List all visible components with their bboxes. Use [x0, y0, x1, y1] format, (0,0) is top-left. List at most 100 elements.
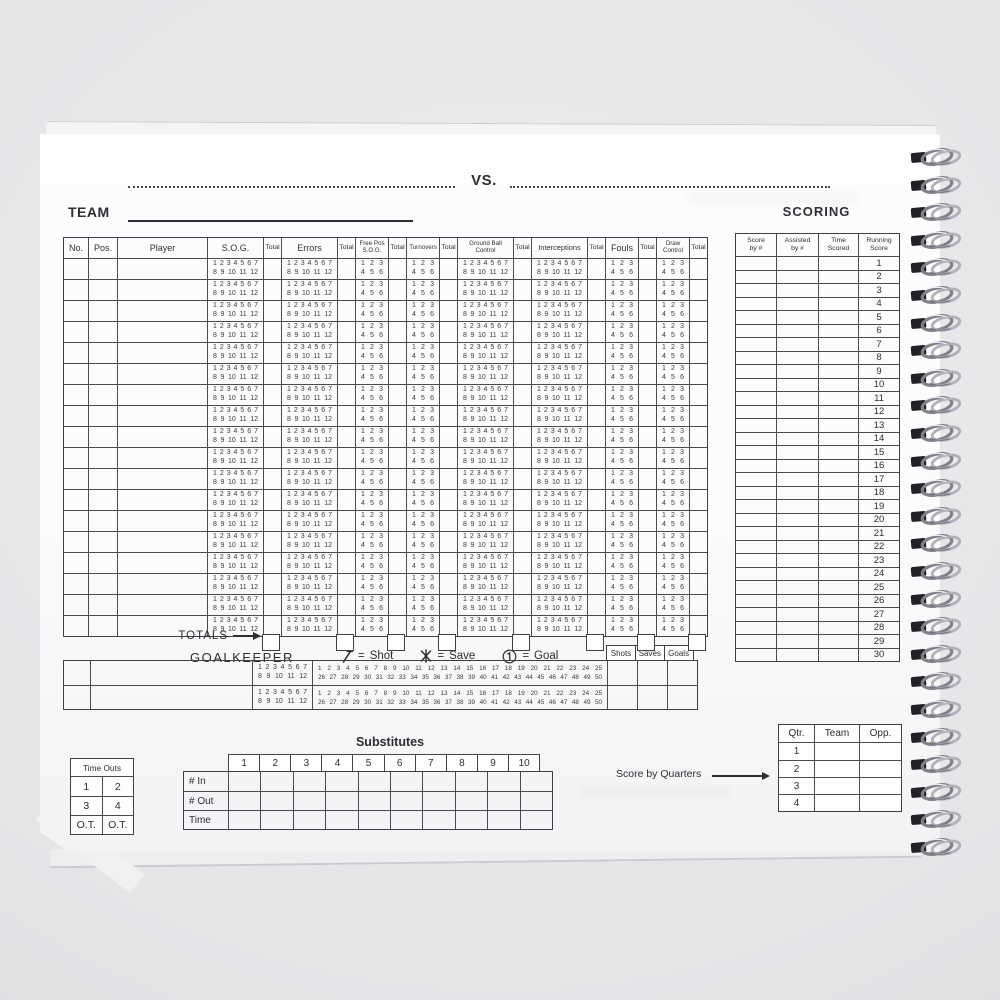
- sub-row: Time: [184, 810, 552, 829]
- column-header-turnovers-total: Total: [439, 238, 457, 258]
- scoring-cell: [818, 432, 858, 445]
- spiral-coil: [910, 174, 968, 196]
- spiral-coil: [910, 256, 968, 278]
- spiral-coil: [910, 394, 968, 416]
- scoring-cell: [736, 460, 776, 473]
- bleed-through-smudge: [688, 192, 858, 205]
- cell-sog-total: [263, 343, 281, 363]
- scoring-row: 17: [736, 472, 899, 486]
- running-score-cell: 12: [858, 405, 899, 418]
- scoring-row: 24: [736, 566, 899, 580]
- scoring-row: 19: [736, 499, 899, 513]
- running-score-cell: 7: [858, 338, 899, 351]
- cell-interceptions-total: [587, 385, 605, 405]
- cell-ground-ball-total: [513, 364, 531, 384]
- sub-cell: [325, 811, 357, 829]
- legend-meaning: Save: [449, 650, 476, 662]
- scoring-row: 27: [736, 607, 899, 621]
- scoring-cell: [736, 352, 776, 365]
- cell-pos: [88, 469, 117, 489]
- cell-free-pos-total: [388, 427, 406, 447]
- vs-header: VS.: [40, 172, 940, 194]
- cell-free-pos-total: [388, 448, 406, 468]
- team-label: TEAM: [68, 204, 110, 220]
- running-score-cell: 27: [858, 608, 899, 621]
- substitutes-table: # In # Out Time: [183, 771, 553, 830]
- cell-interceptions-total: [587, 322, 605, 342]
- scoring-cell: [736, 446, 776, 459]
- score-by-quarters-arrow-icon: [712, 771, 770, 780]
- cell-fouls-total: [638, 616, 656, 636]
- scoring-row: 2: [736, 269, 899, 283]
- scoring-cell: [818, 473, 858, 486]
- cell-interceptions-total: [587, 616, 605, 636]
- column-header-player: Player: [117, 238, 207, 258]
- cell-player: [117, 553, 207, 573]
- column-header-errors-total: Total: [337, 238, 355, 258]
- scoring-cell: [776, 351, 818, 364]
- scoring-cell: [776, 554, 818, 567]
- cell-draw-total: [689, 259, 707, 279]
- bleed-through-smudge: [580, 786, 730, 798]
- scoring-cell: [776, 527, 818, 540]
- time-out-row: O.T. O.T.: [71, 815, 133, 834]
- score-by-quarters-table: Qtr. Team Opp. 1 2 3 4: [778, 724, 902, 812]
- sub-cell: [325, 772, 357, 791]
- sub-col-header-9: 9: [476, 754, 510, 772]
- cell-player: [117, 574, 207, 594]
- running-score-cell: 14: [858, 432, 899, 445]
- scoring-cell: [818, 338, 858, 351]
- scoring-cell: [818, 257, 858, 270]
- cell-ground-ball-total: [513, 259, 531, 279]
- time-outs-grid: 1 2 3 4 O.T. O.T.: [71, 777, 133, 834]
- cell-player: [117, 385, 207, 405]
- cell-ground-ball-total: [513, 343, 531, 363]
- cell-player: [117, 280, 207, 300]
- running-score-cell: 15: [858, 446, 899, 459]
- column-header-sog-total: Total: [263, 238, 281, 258]
- column-header-interceptions: Interceptions: [531, 238, 587, 258]
- cell-pos: [88, 448, 117, 468]
- running-score-cell: 4: [858, 297, 899, 310]
- gk-shots-cell: [607, 661, 637, 685]
- cell-draw-total: [689, 385, 707, 405]
- sub-row-label: Time: [184, 811, 229, 829]
- cell-ground-ball-total: [513, 280, 531, 300]
- scoring-cell: [776, 338, 818, 351]
- gk-shots-cell: [607, 686, 637, 709]
- gk-number-cell: [64, 686, 90, 709]
- time-out-cell: 4: [101, 797, 134, 815]
- cell-draw-total: [689, 469, 707, 489]
- cell-free-pos-total: [388, 385, 406, 405]
- cell-no: [64, 553, 88, 573]
- cell-turnovers-total: [439, 343, 457, 363]
- cell-draw-total: [689, 406, 707, 426]
- qtr-col-header-2: Opp.: [859, 725, 901, 742]
- goalkeeper-legend: = Shot = Save = Goal: [342, 648, 558, 664]
- cell-player: [117, 427, 207, 447]
- cell-errors-total: [337, 280, 355, 300]
